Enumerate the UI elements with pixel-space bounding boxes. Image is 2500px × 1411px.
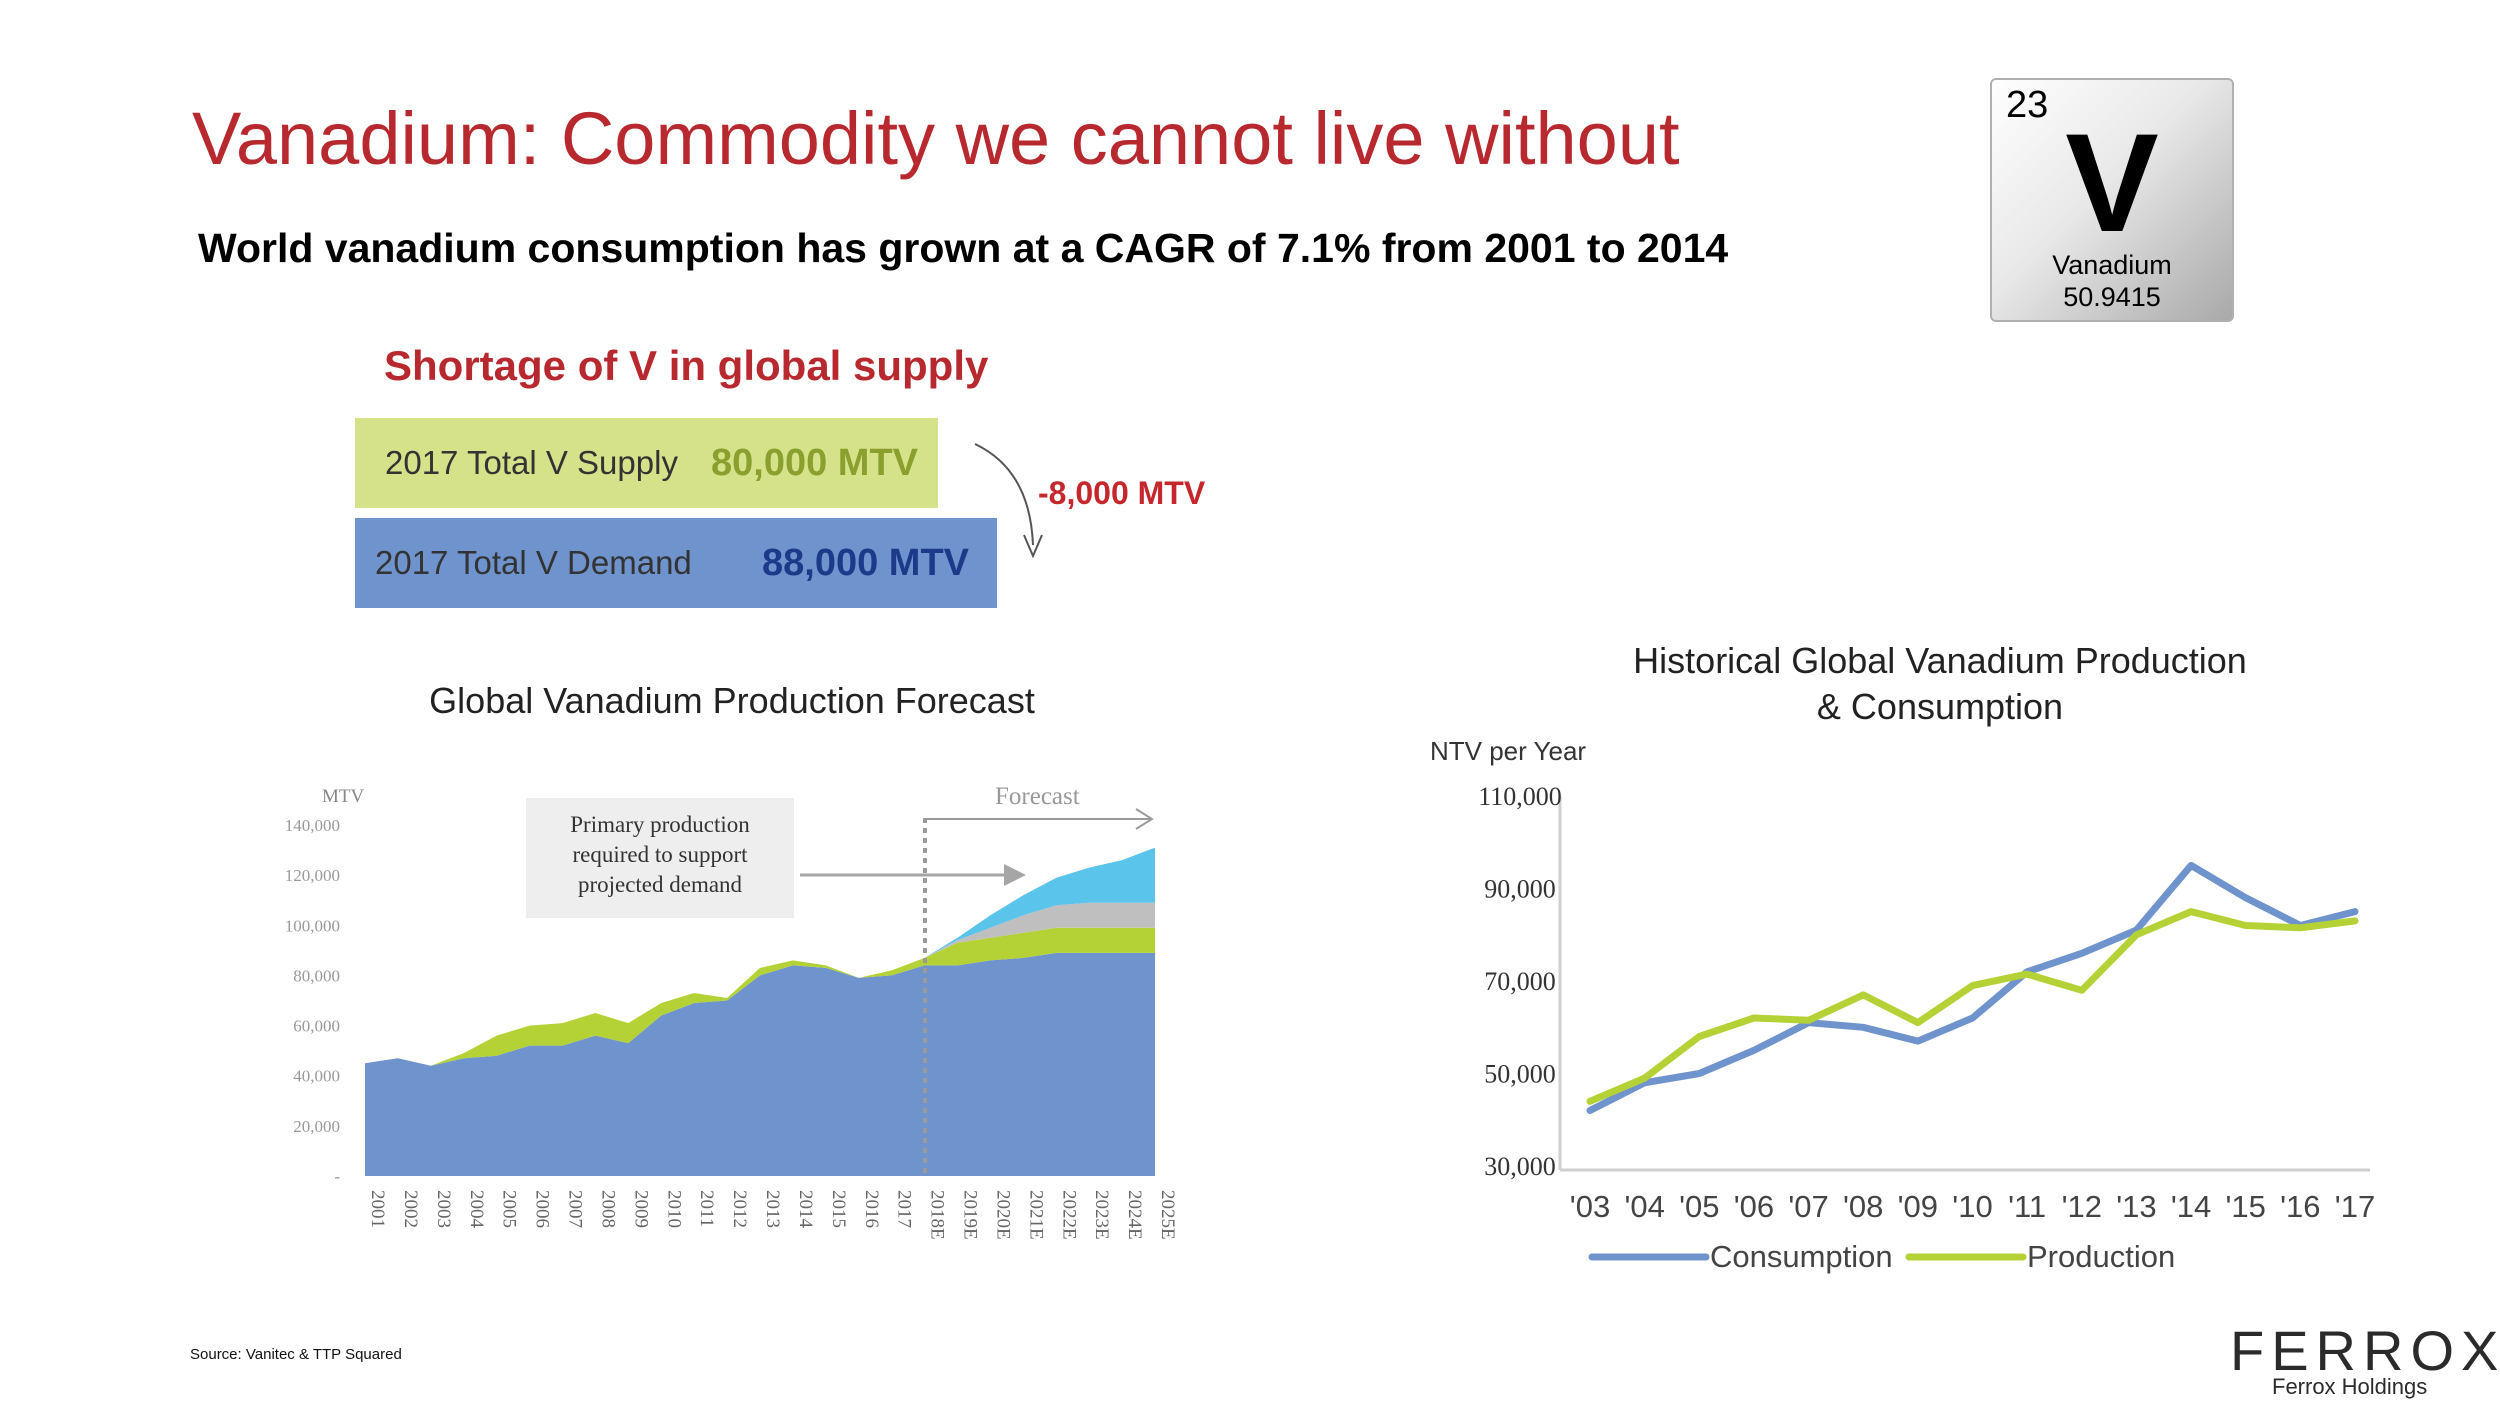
forecast-x-tick: 2013	[762, 1190, 783, 1228]
annotation-arrow-icon	[1004, 864, 1026, 886]
historical-line-consumption	[1586, 861, 2359, 1114]
ferrox-company-name: Ferrox Holdings	[2272, 1374, 2428, 1399]
forecast-x-tick: 2006	[532, 1190, 553, 1228]
forecast-x-tick: 2024E	[1124, 1190, 1145, 1240]
supply-value: 80,000 MTV	[711, 441, 918, 484]
forecast-arrow-icon	[1135, 808, 1154, 830]
historical-x-tick: '04	[1624, 1189, 1664, 1224]
demand-bar: 2017 Total V Demand 88,000 MTV	[355, 518, 997, 608]
supply-bar: 2017 Total V Supply 80,000 MTV	[355, 418, 938, 508]
demand-label: 2017 Total V Demand	[375, 544, 692, 581]
forecast-area-1	[365, 927, 1155, 1066]
forecast-chart: 140,000 120,000 100,000 80,000 60,000 40,000 2…	[285, 783, 1178, 1240]
historical-y-axis-label: NTV per Year	[1430, 736, 1586, 766]
forecast-x-tick: 2016	[861, 1190, 882, 1228]
historical-y-tick: 90,000	[1484, 875, 1556, 904]
forecast-x-tick: 2023E	[1091, 1190, 1112, 1240]
historical-x-tick: '15	[2226, 1189, 2266, 1224]
element-symbol: V	[2065, 104, 2159, 261]
legend-label-production: Production	[2027, 1239, 2175, 1274]
historical-y-tick: 110,000	[1478, 782, 1562, 811]
ferrox-logo: FERROX	[2230, 1319, 2500, 1382]
forecast-x-tick: 2017	[894, 1190, 915, 1228]
annotation-line: projected demand	[578, 872, 743, 897]
forecast-y-tick: -	[334, 1167, 340, 1186]
forecast-y-tick: 40,000	[293, 1067, 340, 1086]
forecast-x-tick: 2001	[367, 1190, 388, 1228]
forecast-y-tick: 100,000	[285, 916, 340, 935]
forecast-x-tick: 2021E	[1025, 1190, 1046, 1240]
legend-label-consumption: Consumption	[1710, 1239, 1893, 1274]
forecast-chart-title: Global Vanadium Production Forecast	[429, 680, 1035, 721]
forecast-y-axis-label: MTV	[322, 786, 365, 807]
forecast-area-2	[365, 902, 1155, 1066]
shortage-title: Shortage of V in global supply	[384, 342, 989, 389]
historical-x-tick: '03	[1570, 1189, 1610, 1224]
shortfall-label: -8,000 MTV	[1038, 475, 1206, 511]
forecast-x-tick: 2008	[597, 1190, 618, 1228]
source-note: Source: Vanitec & TTP Squared	[190, 1346, 402, 1363]
forecast-x-tick: 2010	[663, 1190, 684, 1228]
forecast-x-tick: 2002	[400, 1190, 421, 1228]
historical-chart: NTV per Year 110,000 90,000 70,000 50,000 30…	[1430, 736, 2375, 1274]
demand-value: 88,000 MTV	[762, 541, 969, 584]
historical-x-tick: '07	[1788, 1189, 1828, 1224]
historical-x-tick: '13	[2116, 1189, 2156, 1224]
element-name: Vanadium	[2052, 250, 2172, 280]
historical-x-tick: '11	[2008, 1189, 2046, 1224]
forecast-x-tick: 2022E	[1058, 1190, 1079, 1240]
forecast-x-tick: 2012	[729, 1190, 750, 1228]
forecast-y-tick: 80,000	[293, 966, 340, 985]
forecast-x-tick: 2009	[630, 1190, 651, 1228]
forecast-x-tick: 2011	[696, 1190, 717, 1227]
historical-x-tick: '09	[1898, 1189, 1938, 1224]
forecast-x-tick: 2020E	[992, 1190, 1013, 1240]
forecast-y-tick: 120,000	[285, 866, 340, 885]
forecast-x-tick: 2004	[466, 1190, 487, 1229]
historical-line-production	[1586, 908, 2359, 1105]
historical-chart-title-line2: & Consumption	[1816, 686, 2064, 727]
historical-x-tick: '14	[2171, 1189, 2211, 1224]
forecast-x-tick: 2014	[795, 1190, 816, 1229]
annotation-box	[526, 798, 794, 918]
forecast-y-tick: 60,000	[293, 1017, 340, 1036]
annotation-line: required to support	[572, 842, 748, 867]
forecast-bracket	[924, 818, 1150, 820]
annotation-line: Primary production	[570, 812, 750, 837]
forecast-x-tick: 2003	[433, 1190, 454, 1228]
historical-x-tick: '08	[1843, 1189, 1883, 1224]
forecast-x-tick: 2005	[499, 1190, 520, 1228]
forecast-y-tick: 20,000	[293, 1117, 340, 1136]
historical-y-tick: 30,000	[1484, 1152, 1556, 1181]
historical-y-tick: 50,000	[1484, 1060, 1556, 1089]
element-atomic-number: 23	[2006, 84, 2049, 126]
historical-chart-title-line1: Historical Global Vanadium Production	[1633, 640, 2247, 681]
historical-x-tick: '17	[2335, 1189, 2375, 1224]
forecast-label: Forecast	[995, 783, 1080, 810]
forecast-x-tick: 2025E	[1157, 1190, 1178, 1240]
periodic-element-tile: 23 V Vanadium 50.9415	[1990, 78, 2234, 322]
page-subtitle: World vanadium consumption has grown at …	[198, 225, 1729, 271]
forecast-x-tick: 2015	[828, 1190, 849, 1228]
supply-label: 2017 Total V Supply	[385, 444, 678, 481]
historical-x-tick: '05	[1679, 1189, 1719, 1224]
forecast-x-tick: 2018E	[927, 1190, 948, 1240]
historical-x-tick: '12	[2062, 1189, 2102, 1224]
element-atomic-mass: 50.9415	[2063, 282, 2161, 312]
historical-x-tick: '16	[2280, 1189, 2320, 1224]
forecast-y-tick: 140,000	[285, 816, 340, 835]
forecast-x-tick: 2019E	[960, 1190, 981, 1240]
forecast-area-0	[365, 952, 1155, 1176]
forecast-x-tick: 2007	[565, 1190, 586, 1228]
historical-x-tick: '06	[1734, 1189, 1774, 1224]
historical-x-tick: '10	[1952, 1189, 1992, 1224]
historical-y-tick: 70,000	[1484, 967, 1556, 996]
page-title: Vanadium: Commodity we cannot live witho…	[192, 97, 1680, 180]
